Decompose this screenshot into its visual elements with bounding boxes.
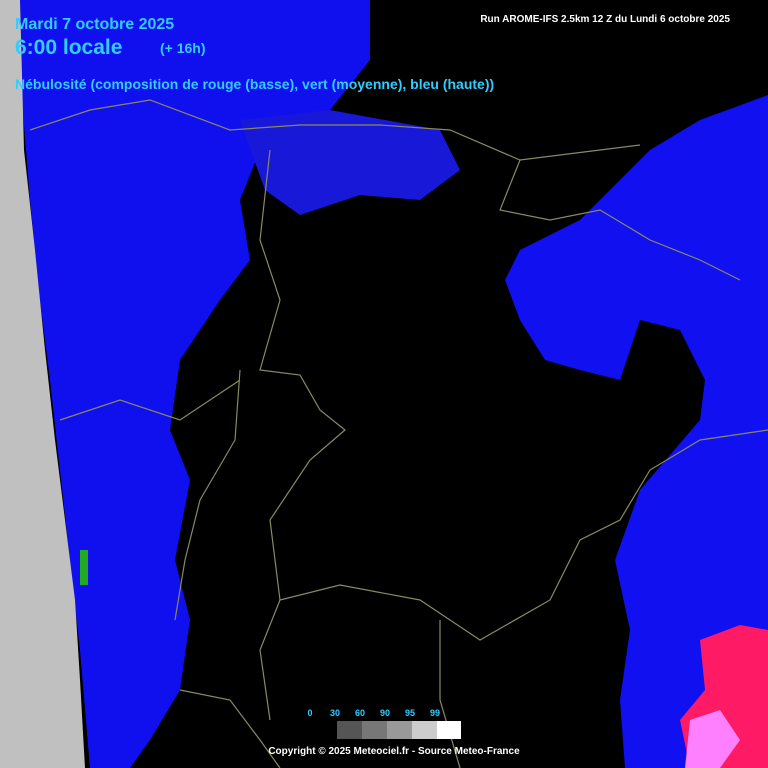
legend-label: 95: [405, 708, 415, 718]
cloud-area: [505, 95, 768, 768]
legend-swatch: [362, 721, 387, 739]
subtitle: Nébulosité (composition de rouge (basse)…: [15, 76, 494, 92]
time: 6:00 locale: [15, 36, 122, 59]
borders: [29, 99, 768, 768]
border-line: [174, 369, 241, 621]
legend-label: 0: [307, 708, 312, 718]
border-line: [59, 379, 241, 421]
legend: 0 30 60 90 95 99: [307, 708, 461, 739]
low-cloud-area: [685, 710, 740, 768]
border-line: [439, 620, 461, 768]
copyright: Copyright © 2025 Meteociel.fr - Source M…: [268, 746, 520, 757]
border-line: [29, 99, 641, 161]
cloud-area: [240, 110, 460, 215]
cloud-cover: [20, 0, 768, 768]
legend-label: 30: [330, 708, 340, 718]
legend-label: 60: [355, 708, 365, 718]
border-line: [259, 149, 346, 721]
legend-swatch: [387, 721, 412, 739]
run-info: Run AROME-IFS 2.5km 12 Z du Lundi 6 octo…: [480, 14, 730, 25]
legend-swatch: [437, 721, 461, 739]
border-line: [499, 159, 741, 281]
border-line: [279, 429, 768, 641]
mid-cloud-area: [80, 550, 88, 585]
sea: [0, 0, 85, 768]
date: Mardi 7 octobre 2025: [15, 16, 174, 33]
legend-swatch: [337, 721, 362, 739]
legend-label: 99: [430, 708, 440, 718]
cloud-area: [20, 0, 370, 768]
border-line: [179, 689, 281, 768]
legend-label: 90: [380, 708, 390, 718]
legend-swatch: [412, 721, 437, 739]
offset: (+ 16h): [160, 40, 206, 56]
